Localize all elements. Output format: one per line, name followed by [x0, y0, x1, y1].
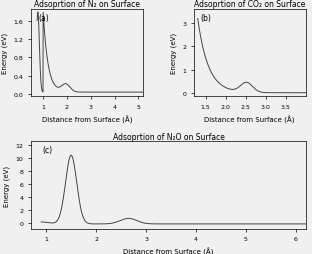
Text: (b): (b) — [200, 14, 211, 23]
Text: (c): (c) — [42, 145, 52, 154]
Y-axis label: Energy (eV): Energy (eV) — [4, 165, 10, 206]
X-axis label: Distance from Surface (Å): Distance from Surface (Å) — [204, 115, 295, 123]
Text: (a): (a) — [38, 14, 49, 23]
X-axis label: Distance from Surface (Å): Distance from Surface (Å) — [123, 247, 214, 254]
Title: Adsoprtion of N₂ on Surface: Adsoprtion of N₂ on Surface — [34, 1, 140, 9]
Y-axis label: Energy (eV): Energy (eV) — [2, 33, 8, 74]
Title: Adsoprtion of CO₂ on Surface: Adsoprtion of CO₂ on Surface — [194, 1, 305, 9]
Y-axis label: Energy (eV): Energy (eV) — [170, 33, 177, 74]
X-axis label: Distance from Surface (Å): Distance from Surface (Å) — [42, 115, 133, 123]
Title: Adsoprtion of N₂O on Surface: Adsoprtion of N₂O on Surface — [113, 132, 224, 141]
